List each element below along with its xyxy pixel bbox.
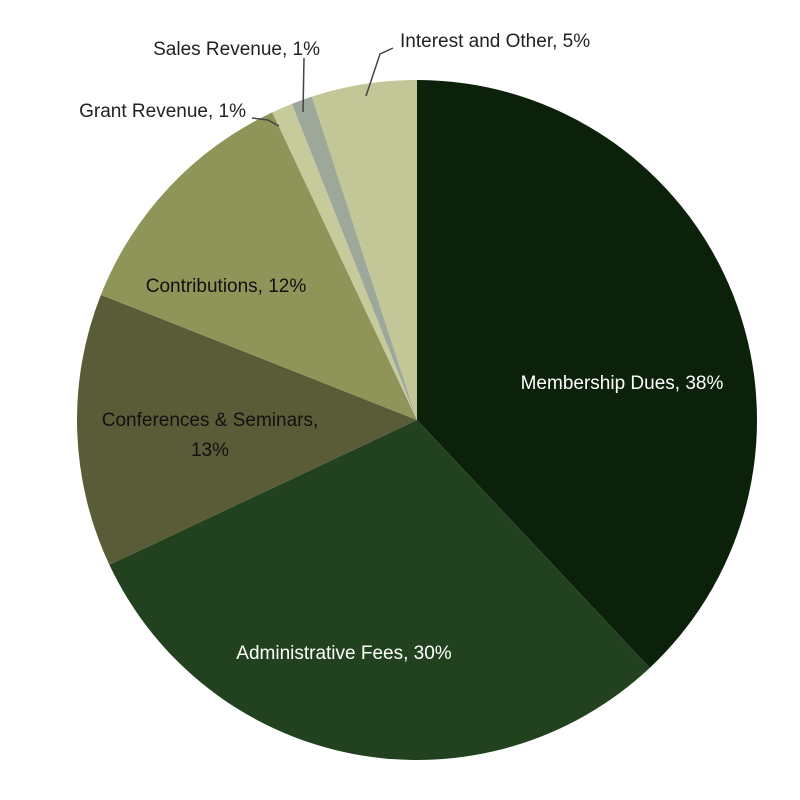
slice-administrative-fees <box>109 420 650 761</box>
slice-grant-revenue <box>272 103 417 420</box>
slice-conferences-seminars <box>77 294 418 565</box>
slice-membership-dues <box>417 79 758 668</box>
label-contributions: Contributions, 12% <box>146 276 307 297</box>
slice-sales-revenue <box>291 96 417 420</box>
leader-lines <box>251 47 394 127</box>
label-interest-and-other: Interest and Other, 5% <box>400 31 590 52</box>
leader-line-grant-revenue <box>251 117 280 127</box>
leader-line-interest-and-other <box>365 47 394 97</box>
label-grant-revenue: Grant Revenue, 1% <box>79 101 246 122</box>
label-conferences-seminars: Conferences & Seminars, 13% <box>102 410 319 461</box>
slice-interest-and-other <box>311 80 417 420</box>
label-membership-dues: Membership Dues, 38% <box>521 373 724 394</box>
label-administrative-fees: Administrative Fees, 30% <box>236 643 452 664</box>
label-sales-revenue: Sales Revenue, 1% <box>153 39 320 60</box>
slice-contributions <box>100 112 417 421</box>
slice-labels: Membership Dues, 38% Administrative Fees,… <box>79 31 723 664</box>
leader-line-sales-revenue <box>302 57 305 113</box>
pie-slices <box>77 79 758 761</box>
